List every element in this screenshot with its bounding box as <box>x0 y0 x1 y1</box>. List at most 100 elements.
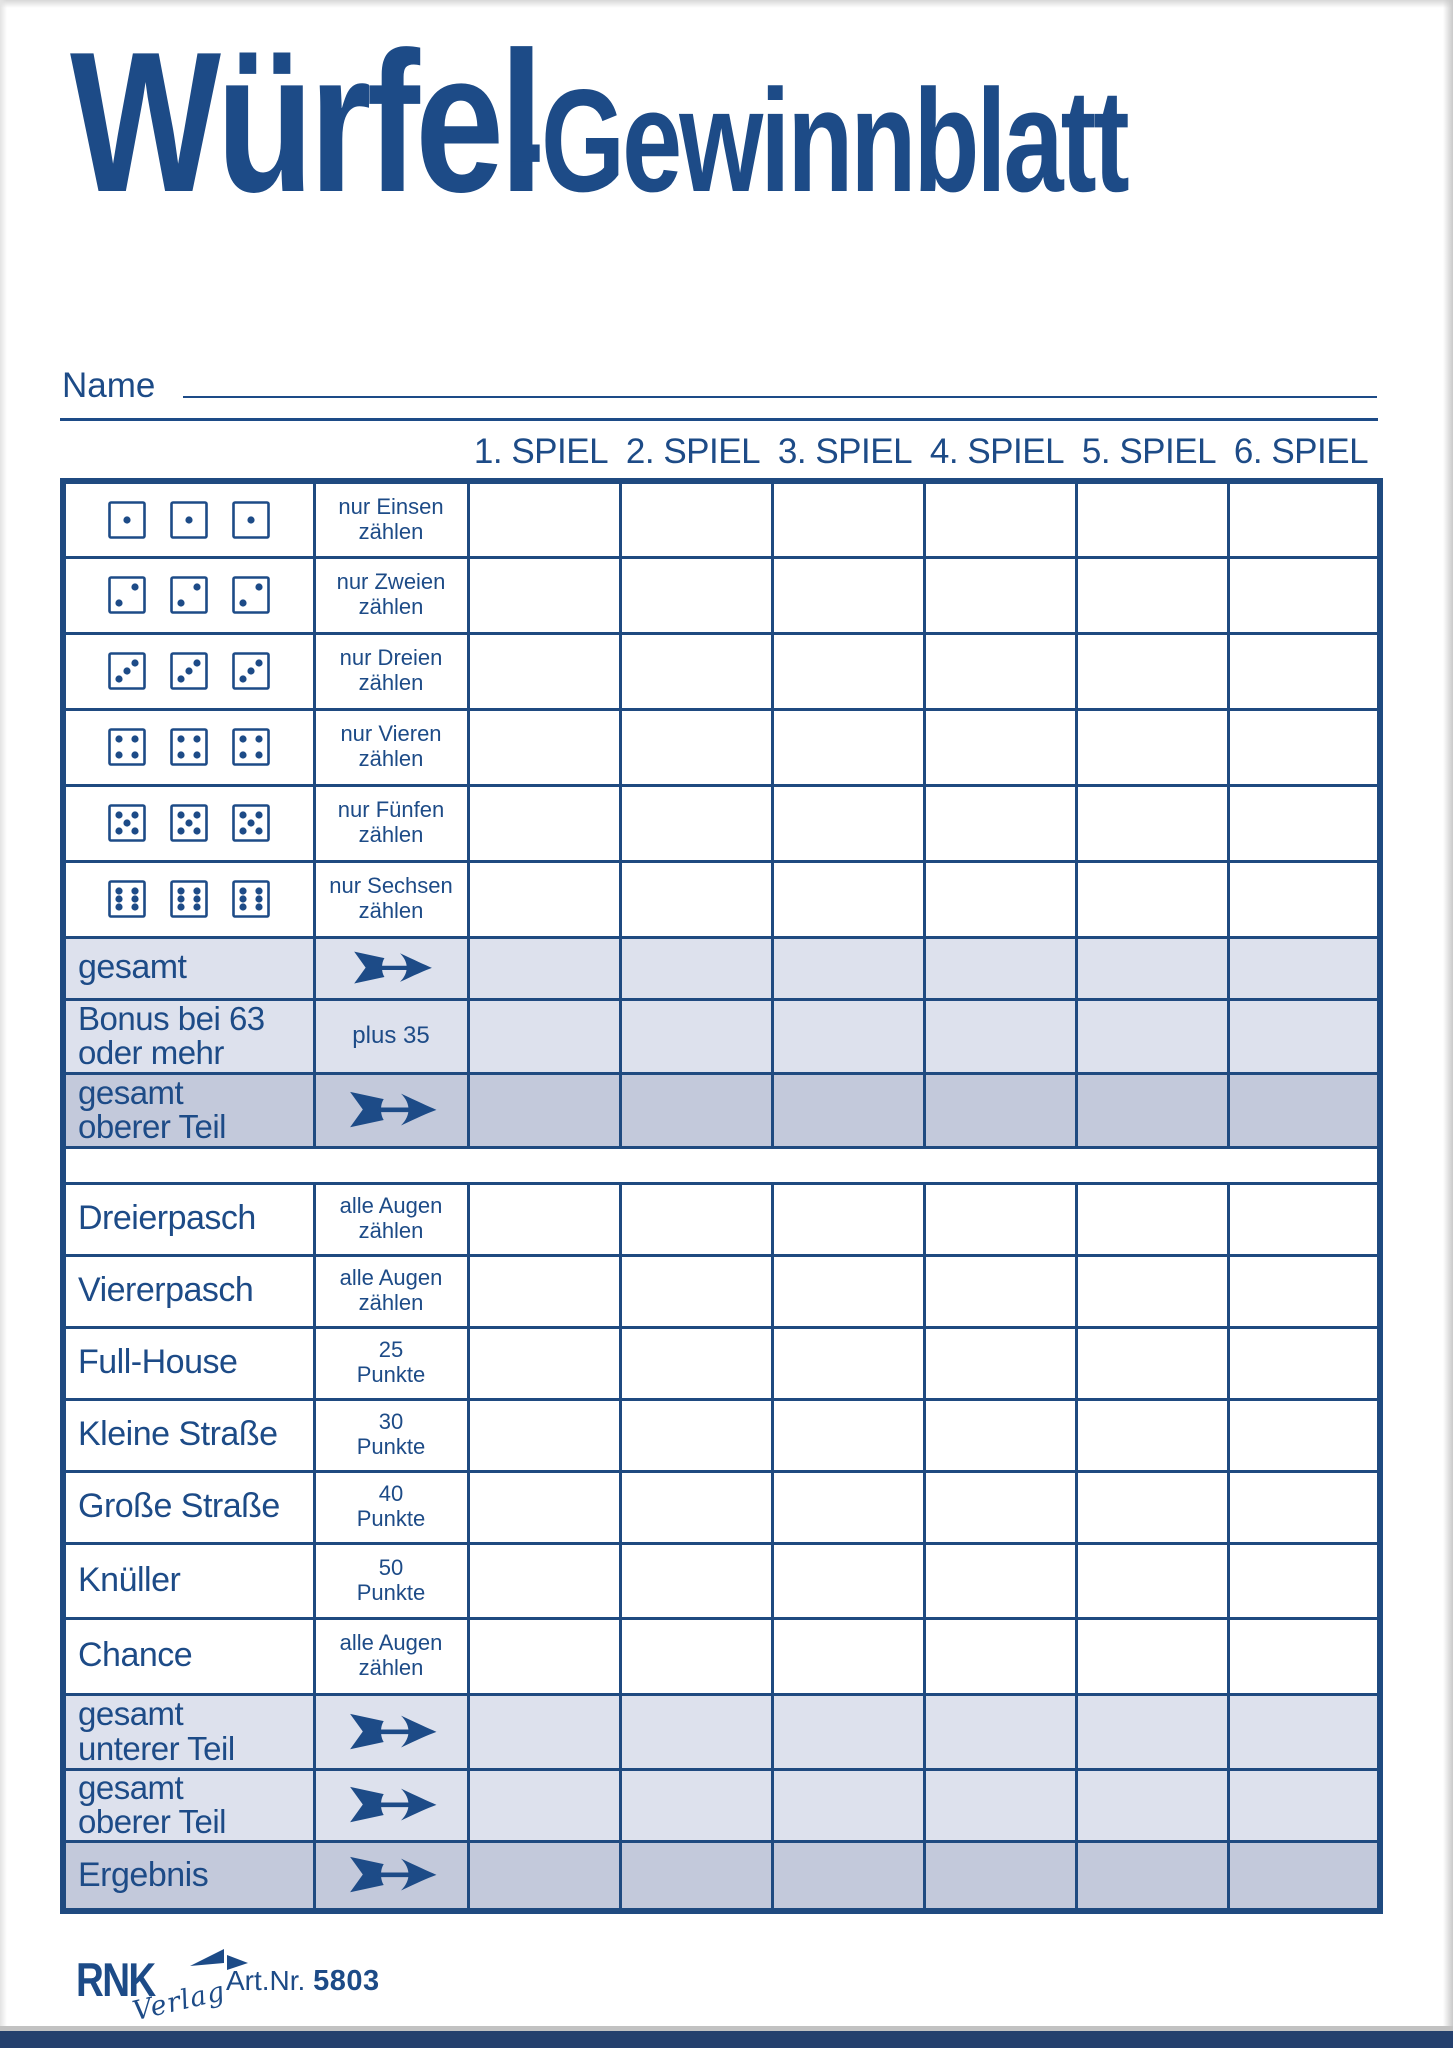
score-cell-game-2[interactable] <box>618 1397 774 1473</box>
score-cell-game-2[interactable] <box>618 1616 774 1696</box>
score-cell-game-2[interactable] <box>618 707 774 787</box>
score-cell-game-3[interactable] <box>770 1071 926 1149</box>
score-cell-game-3[interactable] <box>770 1767 926 1843</box>
score-cell-game-1[interactable] <box>466 1469 622 1545</box>
score-cell-game-3[interactable] <box>770 707 926 787</box>
score-cell-game-6[interactable] <box>1226 1071 1382 1149</box>
score-cell-game-2[interactable] <box>618 1253 774 1329</box>
score-cell-game-1[interactable] <box>466 1397 622 1473</box>
score-cell-game-5[interactable] <box>1074 783 1230 863</box>
score-cell-game-6[interactable] <box>1226 997 1382 1075</box>
score-cell-game-1[interactable] <box>466 935 622 1001</box>
score-cell-game-6[interactable] <box>1226 1469 1382 1545</box>
score-cell-game-3[interactable] <box>770 631 926 711</box>
score-cell-game-2[interactable] <box>618 935 774 1001</box>
name-input-line[interactable] <box>183 396 1377 398</box>
score-cell-game-1[interactable] <box>466 1541 622 1620</box>
score-cell-game-4[interactable] <box>922 1325 1078 1401</box>
score-cell-game-3[interactable] <box>770 555 926 635</box>
score-cell-game-2[interactable] <box>618 1541 774 1620</box>
score-cell-game-3[interactable] <box>770 1839 926 1913</box>
score-cell-game-2[interactable] <box>618 1469 774 1545</box>
score-cell-game-6[interactable] <box>1226 1397 1382 1473</box>
score-cell-game-5[interactable] <box>1074 1692 1230 1771</box>
score-cell-game-1[interactable] <box>466 1692 622 1771</box>
score-cell-game-3[interactable] <box>770 1469 926 1545</box>
score-cell-game-2[interactable] <box>618 1839 774 1913</box>
score-cell-game-3[interactable] <box>770 479 926 559</box>
score-cell-game-2[interactable] <box>618 555 774 635</box>
score-cell-game-5[interactable] <box>1074 935 1230 1001</box>
score-cell-game-6[interactable] <box>1226 1325 1382 1401</box>
score-cell-game-4[interactable] <box>922 1071 1078 1149</box>
score-cell-game-5[interactable] <box>1074 1469 1230 1545</box>
score-cell-game-5[interactable] <box>1074 1767 1230 1843</box>
score-cell-game-6[interactable] <box>1226 783 1382 863</box>
score-cell-game-3[interactable] <box>770 1325 926 1401</box>
score-cell-game-2[interactable] <box>618 1071 774 1149</box>
score-cell-game-6[interactable] <box>1226 1692 1382 1771</box>
score-cell-game-4[interactable] <box>922 479 1078 559</box>
score-cell-game-6[interactable] <box>1226 935 1382 1001</box>
score-cell-game-5[interactable] <box>1074 479 1230 559</box>
score-cell-game-1[interactable] <box>466 1839 622 1913</box>
score-cell-game-1[interactable] <box>466 1253 622 1329</box>
score-cell-game-6[interactable] <box>1226 1181 1382 1257</box>
score-cell-game-2[interactable] <box>618 997 774 1075</box>
score-cell-game-3[interactable] <box>770 1397 926 1473</box>
score-cell-game-2[interactable] <box>618 631 774 711</box>
score-cell-game-4[interactable] <box>922 1253 1078 1329</box>
score-cell-game-4[interactable] <box>922 935 1078 1001</box>
score-cell-game-6[interactable] <box>1226 1253 1382 1329</box>
score-cell-game-3[interactable] <box>770 1181 926 1257</box>
score-cell-game-4[interactable] <box>922 555 1078 635</box>
score-cell-game-3[interactable] <box>770 783 926 863</box>
score-cell-game-3[interactable] <box>770 935 926 1001</box>
score-cell-game-2[interactable] <box>618 479 774 559</box>
score-cell-game-4[interactable] <box>922 1767 1078 1843</box>
score-cell-game-2[interactable] <box>618 1181 774 1257</box>
score-cell-game-6[interactable] <box>1226 859 1382 939</box>
score-cell-game-1[interactable] <box>466 707 622 787</box>
score-cell-game-1[interactable] <box>466 1767 622 1843</box>
score-cell-game-3[interactable] <box>770 859 926 939</box>
score-cell-game-5[interactable] <box>1074 1181 1230 1257</box>
score-cell-game-6[interactable] <box>1226 1839 1382 1913</box>
score-cell-game-1[interactable] <box>466 631 622 711</box>
score-cell-game-5[interactable] <box>1074 707 1230 787</box>
score-cell-game-3[interactable] <box>770 997 926 1075</box>
score-cell-game-4[interactable] <box>922 859 1078 939</box>
score-cell-game-4[interactable] <box>922 1692 1078 1771</box>
score-cell-game-3[interactable] <box>770 1616 926 1696</box>
score-cell-game-6[interactable] <box>1226 1767 1382 1843</box>
score-cell-game-6[interactable] <box>1226 1616 1382 1696</box>
score-cell-game-3[interactable] <box>770 1253 926 1329</box>
score-cell-game-6[interactable] <box>1226 707 1382 787</box>
score-cell-game-5[interactable] <box>1074 997 1230 1075</box>
score-cell-game-4[interactable] <box>922 1397 1078 1473</box>
score-cell-game-6[interactable] <box>1226 479 1382 559</box>
score-cell-game-1[interactable] <box>466 997 622 1075</box>
score-cell-game-5[interactable] <box>1074 1541 1230 1620</box>
score-cell-game-2[interactable] <box>618 1325 774 1401</box>
score-cell-game-1[interactable] <box>466 1071 622 1149</box>
score-cell-game-5[interactable] <box>1074 555 1230 635</box>
score-cell-game-1[interactable] <box>466 1616 622 1696</box>
score-cell-game-2[interactable] <box>618 859 774 939</box>
score-cell-game-6[interactable] <box>1226 555 1382 635</box>
score-cell-game-5[interactable] <box>1074 1325 1230 1401</box>
score-cell-game-3[interactable] <box>770 1692 926 1771</box>
score-cell-game-1[interactable] <box>466 783 622 863</box>
score-cell-game-5[interactable] <box>1074 1397 1230 1473</box>
score-cell-game-4[interactable] <box>922 783 1078 863</box>
score-cell-game-1[interactable] <box>466 1325 622 1401</box>
score-cell-game-3[interactable] <box>770 1541 926 1620</box>
score-cell-game-5[interactable] <box>1074 859 1230 939</box>
score-cell-game-4[interactable] <box>922 707 1078 787</box>
score-cell-game-5[interactable] <box>1074 1616 1230 1696</box>
score-cell-game-5[interactable] <box>1074 631 1230 711</box>
score-cell-game-1[interactable] <box>466 1181 622 1257</box>
score-cell-game-4[interactable] <box>922 997 1078 1075</box>
score-cell-game-5[interactable] <box>1074 1253 1230 1329</box>
score-cell-game-6[interactable] <box>1226 631 1382 711</box>
